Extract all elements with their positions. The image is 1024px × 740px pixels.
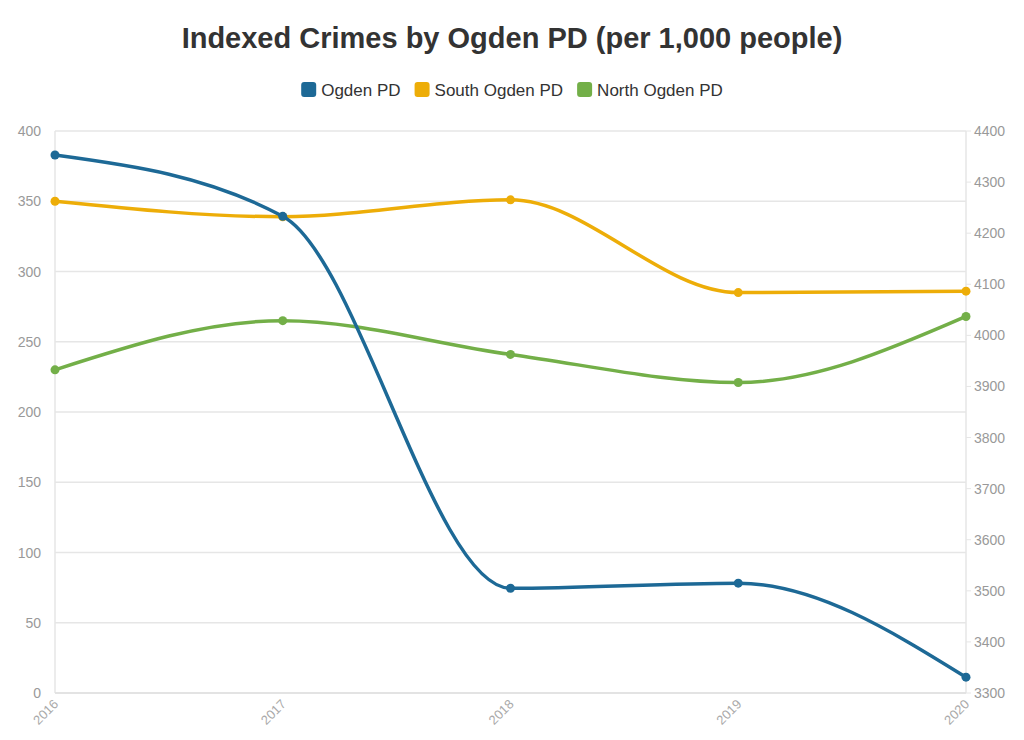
y-tick-label: 400 [18,123,42,139]
y2-tick-label: 4300 [974,174,1005,190]
y2-tick-label: 3400 [974,634,1005,650]
series-point [278,316,287,325]
series-point [506,195,515,204]
y2-tick-label: 3500 [974,583,1005,599]
y2-tick-label: 4100 [974,276,1005,292]
y2-axis-line [965,131,967,693]
series-point [962,287,971,296]
series-point [962,312,971,321]
y-tick-label: 50 [25,615,41,631]
series-point [51,151,60,160]
title: Indexed Crimes by Ogden PD (per 1,000 pe… [182,22,843,54]
y-tick-label: 0 [33,685,41,701]
legend-swatch [577,82,592,97]
chart: Indexed Crimes by Ogden PD (per 1,000 pe… [0,0,1024,740]
x-axis-line [55,692,966,694]
y2-tick-label: 3900 [974,378,1005,394]
grid-line [55,341,966,343]
y2-tick-label: 3700 [974,481,1005,497]
y2-tick-label: 4400 [974,123,1005,139]
x-tick-label: 2017 [258,697,289,728]
y-tick-label: 150 [18,474,42,490]
y-tick-label: 250 [18,334,42,350]
series [51,151,971,682]
y2-tick-label: 4000 [974,327,1005,343]
series-point [278,212,287,221]
y-tick-label: 300 [18,264,42,280]
y-axis-line [54,131,56,693]
series-point [962,673,971,682]
y2-tick-label: 3600 [974,532,1005,548]
series-point [506,584,515,593]
series-point [51,365,60,374]
grid-line [55,411,966,413]
grid-line [55,622,966,624]
legend: Ogden PD South Ogden PD North Ogden PD [301,81,723,100]
x-tick-label: 2016 [30,697,61,728]
legend-swatch [301,82,316,97]
series [51,195,971,297]
series-point [734,579,743,588]
grid-line [55,482,966,484]
y-tick-label: 100 [18,545,42,561]
x-tick-label: 2020 [941,697,972,728]
y-tick-label: 200 [18,404,42,420]
grid-line [55,271,966,273]
x-tick-label: 2018 [486,697,517,728]
series-point [734,378,743,387]
legend-label: Ogden PD [321,81,400,100]
grid [55,131,966,693]
x-tick-label: 2019 [713,697,744,728]
y2-tick-label: 3800 [974,430,1005,446]
grid-line [55,130,966,132]
series-line [55,200,966,293]
y2-tick-label: 4200 [974,225,1005,241]
plot-area [51,151,971,682]
legend-swatch [415,82,430,97]
grid-line [55,552,966,554]
series-point [506,350,515,359]
series [51,312,971,387]
legend-label: South Ogden PD [435,81,564,100]
series-point [51,197,60,206]
y2-tick-label: 3300 [974,685,1005,701]
series-line [55,155,966,677]
series-point [734,288,743,297]
y-tick-label: 350 [18,193,42,209]
legend-label: North Ogden PD [597,81,723,100]
grid-line [55,692,966,694]
series-line [55,316,966,382]
